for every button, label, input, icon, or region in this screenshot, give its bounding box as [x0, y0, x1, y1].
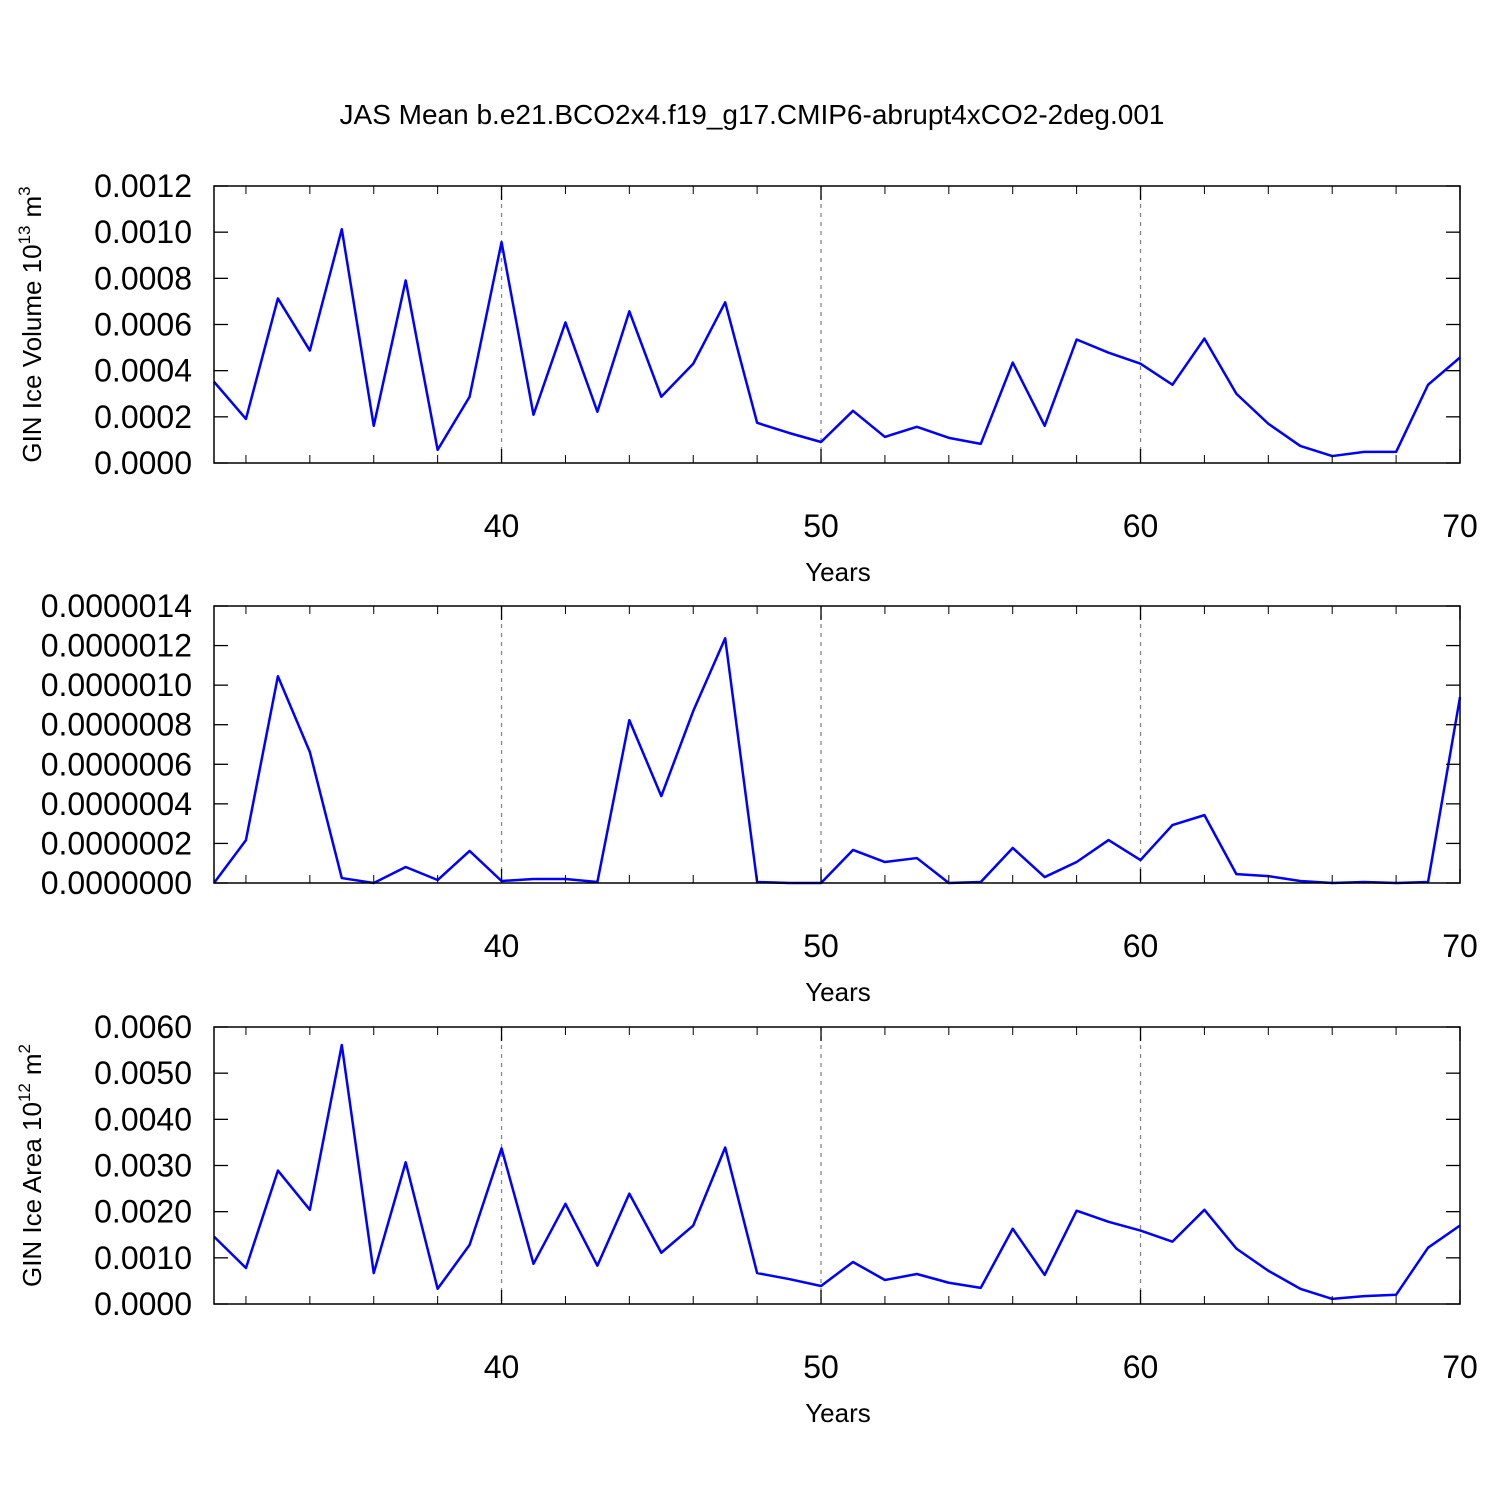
y-axis-label-exponent: 3 — [15, 186, 34, 195]
y-axis-label-exponent: 2 — [15, 1044, 34, 1053]
y-tick-label: 0.0020 — [94, 1194, 192, 1230]
y-axis-label-text: GIN Ice Area 10 — [17, 1102, 47, 1287]
y-tick-label: 0.0010 — [94, 1240, 192, 1276]
y-tick-label: 0.0012 — [94, 168, 192, 204]
y-tick-label: 0.0002 — [94, 399, 192, 435]
y-tick-label: 0.0040 — [94, 1101, 192, 1137]
data-line — [212, 637, 1462, 885]
chart-title: JAS Mean b.e21.BCO2x4.f19_g17.CMIP6-abru… — [340, 99, 1165, 130]
x-tick-label: 70 — [1442, 928, 1478, 964]
plot-frame — [213, 605, 1461, 884]
x-tick-label: 50 — [803, 928, 839, 964]
y-tick-label: 0.0000002 — [41, 825, 192, 861]
x-tick-label: 50 — [803, 508, 839, 544]
y-tick-label: 0.0050 — [94, 1055, 192, 1091]
plot-frame — [213, 185, 1461, 464]
x-tick-label: 60 — [1123, 508, 1159, 544]
x-tick-label: 70 — [1442, 508, 1478, 544]
y-tick-label: 0.0000 — [94, 445, 192, 481]
data-line — [213, 1043, 1461, 1301]
x-axis-label: Years — [805, 1398, 871, 1428]
y-tick-label: 0.0000000 — [41, 865, 192, 901]
y-axis-label-text: m — [17, 196, 47, 218]
data-line — [213, 227, 1461, 458]
x-tick-label: 70 — [1442, 1349, 1478, 1385]
y-tick-label: 0.0000 — [94, 1286, 192, 1322]
y-tick-label: 0.0000010 — [41, 667, 192, 703]
y-tick-label: 0.0004 — [94, 353, 192, 389]
y-tick-label: 0.0030 — [94, 1148, 192, 1184]
x-tick-label: 60 — [1123, 928, 1159, 964]
y-axis-label: GIN Ice Volume 1013 m3 — [15, 186, 47, 462]
x-axis-label: Years — [805, 557, 871, 587]
x-axis-label: Years — [805, 977, 871, 1007]
y-axis-label: GIN Ice Area 1012 m2 — [15, 1044, 47, 1287]
x-tick-label: 40 — [484, 928, 520, 964]
y-tick-label: 0.0000004 — [41, 786, 192, 822]
y-tick-label: 0.0060 — [94, 1009, 192, 1045]
x-tick-label: 40 — [484, 1349, 520, 1385]
y-tick-label: 0.0000006 — [41, 746, 192, 782]
y-axis-label-text: m — [17, 1053, 47, 1075]
y-tick-label: 0.0010 — [94, 214, 192, 250]
y-axis-label-exponent: 12 — [15, 1083, 34, 1102]
y-axis-label-exponent: 13 — [15, 225, 34, 244]
y-tick-label: 0.0006 — [94, 307, 192, 343]
y-tick-label: 0.0000012 — [41, 628, 192, 664]
x-tick-label: 60 — [1123, 1349, 1159, 1385]
y-tick-label: 0.0000008 — [41, 707, 192, 743]
plot-frame — [213, 1026, 1461, 1305]
x-tick-label: 50 — [803, 1349, 839, 1385]
x-tick-label: 40 — [484, 508, 520, 544]
y-tick-label: 0.0000014 — [41, 588, 192, 624]
y-axis-label-text: GIN Ice Volume 10 — [17, 244, 47, 462]
y-tick-label: 0.0008 — [94, 260, 192, 296]
